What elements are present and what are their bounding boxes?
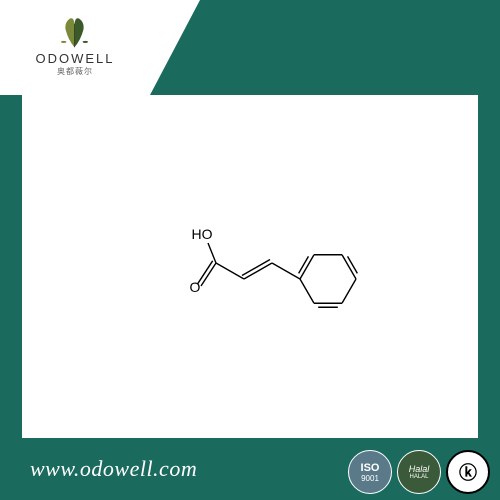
iso-badge: ISO 9001: [348, 450, 392, 494]
brand-subtitle: 奥都薇尔: [57, 66, 93, 77]
leaf-icon: [52, 13, 97, 51]
kosher-badge: ⓚ: [446, 450, 490, 494]
svg-text:HO: HO: [192, 226, 213, 242]
bottom-band: www.odowell.com ISO 9001 Halal HALAL ⓚ: [0, 438, 500, 500]
halal-badge: Halal HALAL: [397, 450, 441, 494]
brand-logo: ODOWELL 奥都薇尔: [35, 13, 114, 77]
certification-badges: ISO 9001 Halal HALAL ⓚ: [348, 450, 490, 494]
website-url: www.odowell.com: [30, 456, 197, 482]
brand-name: ODOWELL: [35, 51, 114, 66]
card-frame: ODOWELL 奥都薇尔 HO O www.odowell.com ISO 900…: [0, 0, 500, 500]
content-area: HO O: [22, 95, 478, 438]
svg-text:O: O: [190, 279, 201, 295]
molecule-structure: HO O: [110, 187, 390, 347]
logo-corner: ODOWELL 奥都薇尔: [0, 0, 150, 95]
corner-diagonal: [150, 0, 200, 95]
